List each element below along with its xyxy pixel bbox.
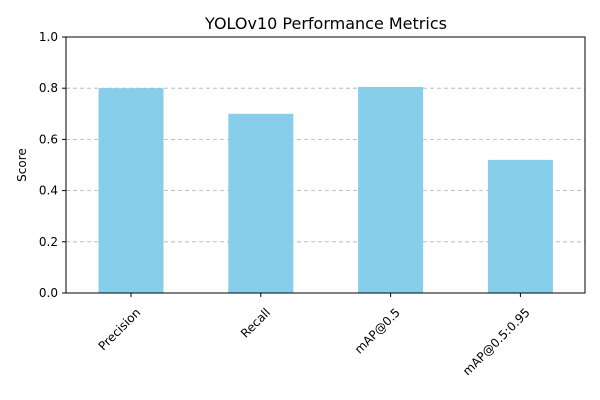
bar-map-0-5 — [358, 86, 424, 293]
y-tick-label: 0.6 — [39, 132, 58, 146]
chart-title: YOLOv10 Performance Metrics — [204, 14, 447, 33]
x-axis-ticks: Precision Recall mAP@0.5 mAP@0.5:0.95 — [96, 293, 533, 378]
bar-precision — [98, 88, 164, 293]
bar-map-0-5-0-95 — [487, 159, 553, 293]
x-tick-label: mAP@0.5 — [352, 305, 403, 356]
bar-recall — [228, 113, 294, 293]
x-tick-label: Precision — [96, 305, 144, 353]
y-tick-label: 0.2 — [39, 235, 58, 249]
y-tick-label: 0.0 — [39, 286, 58, 300]
plot-frame — [65, 36, 586, 294]
y-tick-label: 0.8 — [39, 81, 58, 95]
x-tick-label: mAP@0.5:0.95 — [460, 305, 533, 378]
y-axis-label: Score — [15, 148, 29, 182]
y-axis-ticks: 0.0 0.2 0.4 0.6 0.8 1.0 — [39, 30, 66, 300]
bars — [98, 86, 553, 293]
y-tick-label: 1.0 — [39, 30, 58, 44]
x-tick-label: Recall — [238, 305, 273, 340]
y-tick-label: 0.4 — [39, 184, 58, 198]
